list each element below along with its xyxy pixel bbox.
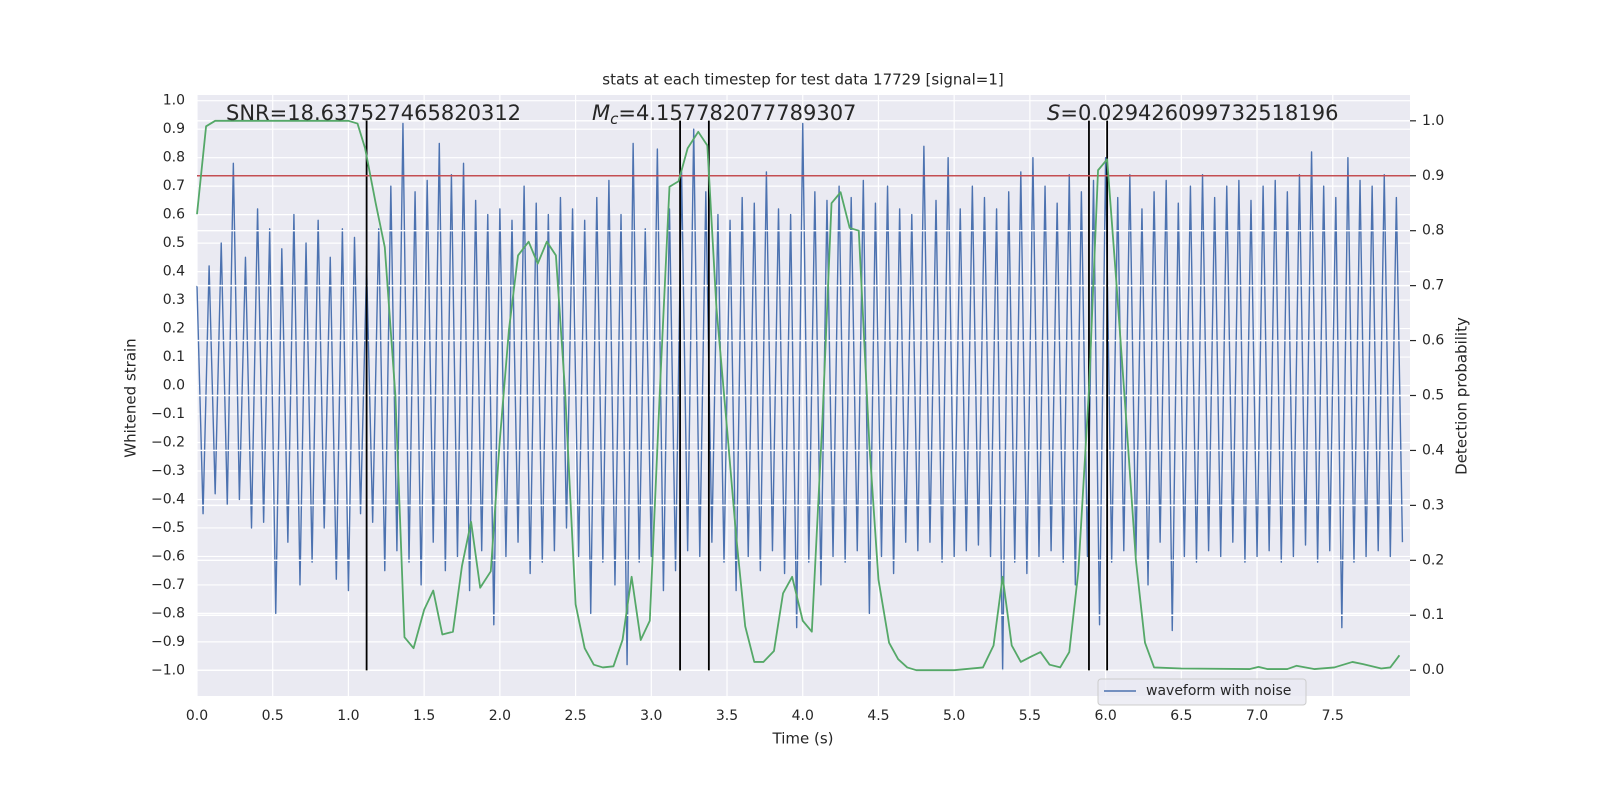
annotation-text: =4.157782077789307 (618, 101, 856, 125)
x-tick-label: 2.5 (564, 708, 586, 724)
annotation-text: =0.029426099732518196 (1060, 101, 1338, 125)
x-tick-label: 4.0 (792, 708, 814, 724)
y-tick-label: −0.7 (151, 577, 185, 593)
x-tick-label: 3.5 (716, 708, 738, 724)
y-tick-label: 0.2 (163, 321, 185, 337)
y-axis-label: Whitened strain (122, 338, 140, 457)
legend-box (1097, 678, 1307, 706)
annotation-subscript: c (610, 110, 619, 128)
y-tick-label: 0.7 (163, 178, 185, 194)
x-tick-label: 2.0 (489, 708, 511, 724)
y2-tick-label: 0.0 (1422, 662, 1444, 678)
y-tick-label: −0.3 (151, 463, 185, 479)
y-tick-label: −0.5 (151, 520, 185, 536)
x-axis-label: Time (s) (772, 730, 834, 748)
y-tick-label: 0.5 (163, 235, 185, 251)
y-tick-label: −0.1 (151, 406, 185, 422)
y2-tick-label: 0.9 (1422, 168, 1444, 184)
chart-title: stats at each timestep for test data 177… (602, 71, 1003, 89)
y-tick-label: 0.9 (163, 121, 185, 137)
y2-tick-label: 0.8 (1422, 223, 1444, 239)
annotation: SNR=18.637527465820312 (226, 101, 521, 125)
y-tick-label: 1.0 (163, 93, 185, 109)
x-tick-label: 4.5 (867, 708, 889, 724)
x-tick-label: 6.0 (1094, 708, 1116, 724)
y2-tick-label: 0.4 (1422, 442, 1444, 458)
y-tick-label: 0.3 (163, 292, 185, 308)
y-tick-label: 0.1 (163, 349, 185, 365)
x-tick-label: 5.0 (943, 708, 965, 724)
y-tick-label: 0.4 (163, 264, 185, 280)
x-tick-label: 3.0 (640, 708, 662, 724)
y2-tick-label: 0.1 (1422, 607, 1444, 623)
y2-tick-label: 0.7 (1422, 278, 1444, 294)
probability-line (196, 119, 1401, 672)
annotation-text: SNR=18.637527465820312 (226, 101, 521, 125)
y-tick-label: −0.8 (151, 605, 185, 621)
y-tick-label: 0.0 (163, 378, 185, 394)
y2-tick-label: 0.6 (1422, 333, 1444, 349)
legend-label: waveform with noise (1146, 683, 1291, 699)
y2-tick-label: 0.3 (1422, 497, 1444, 513)
annotation: S=0.029426099732518196 (1047, 101, 1338, 125)
x-tick-label: 6.5 (1170, 708, 1192, 724)
y-tick-label: −0.4 (151, 491, 185, 507)
x-tick-label: 7.5 (1322, 708, 1344, 724)
y2-tick-label: 0.5 (1422, 388, 1444, 404)
y2-axis-label: Detection probability (1453, 317, 1471, 475)
y-tick-label: 0.6 (163, 207, 185, 223)
annotation-symbol: M (592, 101, 610, 125)
y2-tick-label: 1.0 (1422, 113, 1444, 129)
y-tick-label: −0.2 (151, 434, 185, 450)
annotation-symbol: S (1047, 101, 1060, 125)
y-tick-label: −1.0 (151, 662, 185, 678)
annotation: Mc=4.157782077789307 (592, 101, 856, 128)
y2-tick-label: 0.2 (1422, 552, 1444, 568)
x-tick-label: 0.0 (186, 708, 208, 724)
y-tick-label: 0.8 (163, 150, 185, 166)
y-tick-label: −0.6 (151, 548, 185, 564)
x-tick-label: 7.0 (1246, 708, 1268, 724)
x-tick-label: 5.5 (1019, 708, 1041, 724)
x-tick-label: 1.5 (413, 708, 435, 724)
y-tick-label: −0.9 (151, 634, 185, 650)
x-tick-label: 1.0 (337, 708, 359, 724)
x-tick-label: 0.5 (262, 708, 284, 724)
